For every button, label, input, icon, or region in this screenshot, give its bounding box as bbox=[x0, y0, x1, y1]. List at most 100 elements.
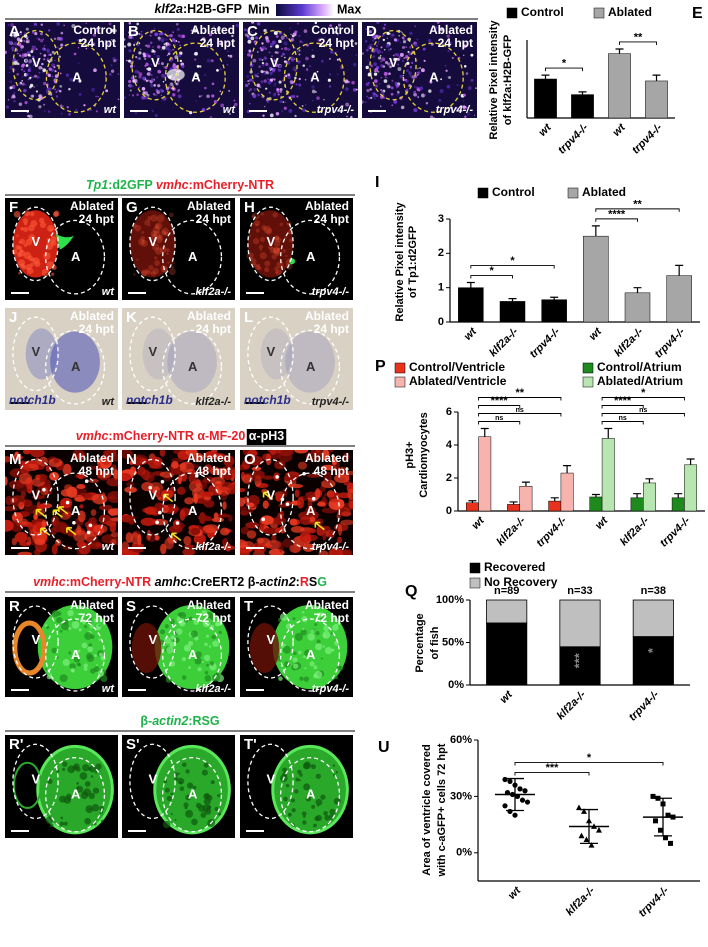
nucleus bbox=[40, 39, 44, 43]
texture bbox=[194, 657, 202, 665]
panel-letter: A bbox=[9, 23, 20, 40]
texture bbox=[182, 548, 195, 555]
y-tick-label: 2 bbox=[446, 472, 452, 484]
bar bbox=[624, 292, 651, 323]
bar bbox=[571, 94, 594, 119]
texture bbox=[193, 619, 200, 625]
texture bbox=[166, 795, 172, 801]
texture bbox=[45, 465, 52, 472]
outline bbox=[280, 329, 341, 405]
bar bbox=[583, 235, 609, 323]
nucleus bbox=[157, 69, 162, 74]
texture bbox=[287, 221, 292, 226]
in-situ-signal bbox=[142, 328, 175, 380]
nucleus bbox=[154, 114, 158, 117]
ph3-nucleus bbox=[175, 521, 180, 525]
legend-label: Control bbox=[521, 5, 564, 19]
in-situ-signal bbox=[25, 328, 58, 380]
texture bbox=[154, 256, 158, 260]
nucleus bbox=[304, 78, 307, 81]
texture bbox=[259, 252, 267, 260]
outline bbox=[162, 472, 223, 550]
texture bbox=[144, 219, 151, 226]
nucleus bbox=[139, 48, 142, 50]
nucleus bbox=[102, 22, 105, 24]
outline bbox=[129, 316, 176, 392]
texture bbox=[274, 250, 281, 257]
condition: Ablated bbox=[70, 199, 114, 213]
texture bbox=[313, 673, 318, 679]
nucleus bbox=[297, 34, 301, 38]
condition: Ablated bbox=[187, 309, 231, 323]
nucleus bbox=[289, 80, 294, 84]
texture bbox=[177, 777, 185, 785]
nucleus bbox=[158, 38, 161, 41]
nucleus bbox=[105, 89, 109, 93]
texture bbox=[316, 612, 323, 618]
nucleus bbox=[249, 78, 253, 82]
nucleus bbox=[412, 91, 416, 94]
y-axis-label: with c-aGFP+ cells 72 hpt bbox=[436, 743, 448, 877]
texture bbox=[297, 650, 302, 655]
nucleus bbox=[367, 64, 370, 66]
nucleus bbox=[329, 73, 332, 76]
texture bbox=[328, 450, 334, 453]
nucleus bbox=[128, 59, 131, 63]
nucleus bbox=[21, 82, 25, 86]
texture bbox=[272, 212, 278, 218]
nucleus bbox=[166, 54, 169, 57]
error-bar bbox=[550, 497, 559, 502]
header-part: α-pH3 bbox=[249, 429, 285, 443]
data-point bbox=[502, 776, 508, 783]
texture bbox=[337, 536, 343, 544]
header-box bbox=[246, 429, 287, 445]
nucleus bbox=[129, 64, 134, 68]
nucleus bbox=[321, 59, 324, 63]
nucleus bbox=[28, 59, 33, 63]
nucleus bbox=[42, 71, 44, 74]
nucleus bbox=[219, 90, 222, 93]
header-part: :mCherry-NTR bbox=[189, 178, 274, 192]
texture bbox=[17, 551, 33, 555]
texture bbox=[60, 489, 73, 497]
nucleus bbox=[233, 99, 236, 102]
nucleus bbox=[372, 28, 374, 31]
texture bbox=[275, 271, 279, 274]
bar bbox=[684, 464, 698, 512]
nucleus bbox=[417, 67, 419, 70]
outline bbox=[247, 605, 294, 679]
nucleus bbox=[56, 22, 60, 26]
nucleus bbox=[404, 39, 407, 42]
texture bbox=[18, 272, 21, 275]
nucleus bbox=[90, 109, 92, 111]
bar bbox=[630, 497, 644, 512]
texture bbox=[190, 527, 201, 535]
texture bbox=[322, 450, 330, 461]
texture bbox=[39, 476, 47, 483]
nucleus bbox=[56, 89, 59, 92]
nucleus bbox=[298, 83, 302, 87]
texture bbox=[253, 263, 258, 268]
nucleus bbox=[30, 74, 32, 77]
nucleus bbox=[263, 79, 267, 83]
y-axis-label: Area of ventricle covered bbox=[421, 744, 433, 875]
texture bbox=[90, 668, 96, 674]
texture bbox=[333, 797, 341, 805]
texture bbox=[323, 810, 328, 816]
texture bbox=[110, 538, 117, 546]
texture bbox=[77, 649, 81, 653]
nucleus bbox=[290, 38, 294, 42]
nucleus bbox=[434, 26, 438, 30]
chamber-label: A bbox=[306, 647, 316, 662]
nucleus bbox=[201, 37, 206, 41]
nucleus bbox=[402, 74, 404, 77]
texture bbox=[30, 211, 35, 217]
panel-letter: M bbox=[9, 451, 22, 468]
nucleus bbox=[35, 48, 38, 51]
texture bbox=[5, 519, 14, 532]
nucleus bbox=[381, 35, 384, 37]
nucleus bbox=[305, 56, 309, 61]
nucleus bbox=[141, 95, 146, 100]
texture bbox=[181, 656, 187, 662]
nucleus bbox=[373, 62, 378, 67]
